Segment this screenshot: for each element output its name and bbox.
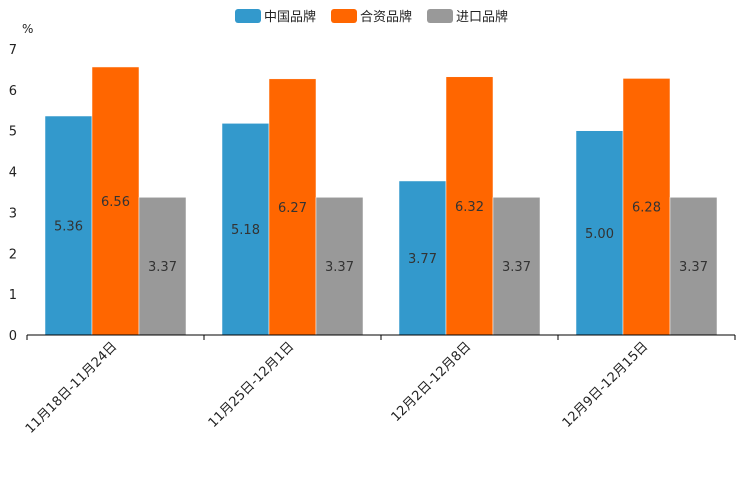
bar-2-3 bbox=[669, 197, 718, 336]
legend-swatch-1 bbox=[331, 9, 357, 23]
x-tick-label-2: 12月2日-12月8日 bbox=[389, 339, 475, 425]
legend-swatch-0 bbox=[235, 9, 261, 23]
y-tick-label-0: 0 bbox=[9, 329, 17, 344]
data-label-0-3: 5.00 bbox=[585, 227, 614, 242]
y-axis-unit-label: % bbox=[22, 22, 33, 36]
bar-2-0 bbox=[138, 197, 187, 336]
bar-2-1 bbox=[315, 197, 364, 336]
bar-0-2 bbox=[398, 180, 447, 336]
data-label-0-0: 5.36 bbox=[54, 220, 83, 235]
y-tick-label-6: 6 bbox=[9, 84, 17, 99]
bar-0-1 bbox=[221, 123, 270, 336]
y-tick-label-5: 5 bbox=[9, 125, 17, 140]
y-tick-label-4: 4 bbox=[9, 166, 17, 181]
x-tick-label-0: 11月18日-11月24日 bbox=[23, 339, 120, 436]
data-label-2-1: 3.37 bbox=[325, 260, 354, 275]
data-label-2-2: 3.37 bbox=[502, 260, 531, 275]
bars: 5.36 6.56 3.37 5.18 6.27 3.37 3.77 6.32 3.37 5.00… bbox=[44, 66, 718, 336]
y-tick-label-3: 3 bbox=[9, 206, 17, 221]
bar-1-0 bbox=[91, 66, 140, 336]
data-label-1-3: 6.28 bbox=[632, 201, 661, 216]
data-label-1-1: 6.27 bbox=[278, 201, 307, 216]
legend-label-0: 中国品牌 bbox=[264, 9, 316, 25]
data-label-1-0: 6.56 bbox=[101, 195, 130, 210]
legend: 中国品牌 合资品牌 进口品牌 bbox=[235, 9, 508, 25]
x-tick-label-1: 11月25日-12月1日 bbox=[206, 339, 298, 431]
y-axis: 0 1 2 3 4 5 6 7 bbox=[9, 43, 17, 344]
x-axis: 11月18日-11月24日 11月25日-12月1日 12月2日-12月8日 12月9… bbox=[23, 334, 736, 437]
legend-label-1: 合资品牌 bbox=[360, 9, 412, 25]
y-tick-label-2: 2 bbox=[9, 247, 17, 262]
data-label-2-3: 3.37 bbox=[679, 260, 708, 275]
bar-0-3 bbox=[575, 130, 624, 336]
data-label-0-2: 3.77 bbox=[408, 252, 437, 267]
data-label-0-1: 5.18 bbox=[231, 223, 260, 238]
bar-0-0 bbox=[44, 115, 93, 336]
data-label-1-2: 6.32 bbox=[455, 200, 484, 215]
bar-1-1 bbox=[268, 78, 317, 336]
y-tick-label-1: 1 bbox=[9, 288, 17, 303]
legend-label-2: 进口品牌 bbox=[456, 9, 508, 25]
bar-1-2 bbox=[445, 76, 494, 336]
y-tick-label-7: 7 bbox=[9, 43, 17, 58]
x-tick-label-3: 12月9日-12月15日 bbox=[560, 339, 652, 431]
legend-swatch-2 bbox=[427, 9, 453, 23]
data-label-2-0: 3.37 bbox=[148, 260, 177, 275]
